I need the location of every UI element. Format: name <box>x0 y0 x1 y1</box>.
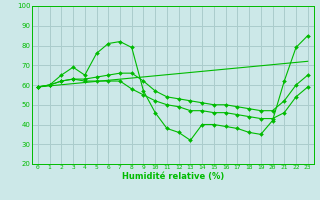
X-axis label: Humidité relative (%): Humidité relative (%) <box>122 172 224 181</box>
